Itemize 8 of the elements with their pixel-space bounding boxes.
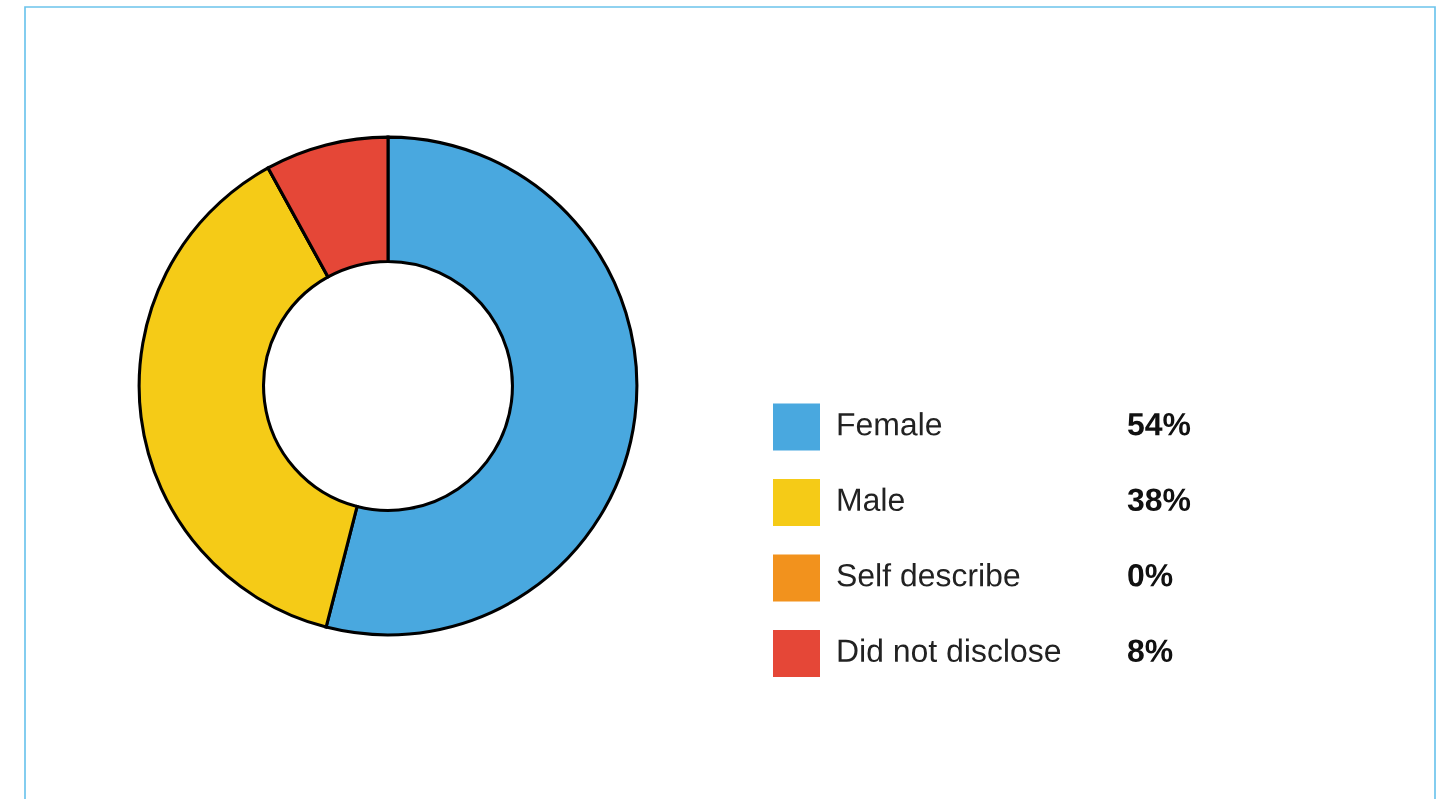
data-label: 38% — [1127, 488, 1191, 512]
legend-label: Male — [838, 487, 904, 512]
legend-label: Self describe — [837, 563, 1020, 587]
data-label: 8% — [1128, 639, 1173, 663]
text: 0% — [1128, 563, 1173, 587]
data-label: 54% — [1127, 413, 1191, 436]
legend-label: Female — [838, 412, 942, 436]
legend-label: Did not disclose — [838, 638, 1061, 663]
